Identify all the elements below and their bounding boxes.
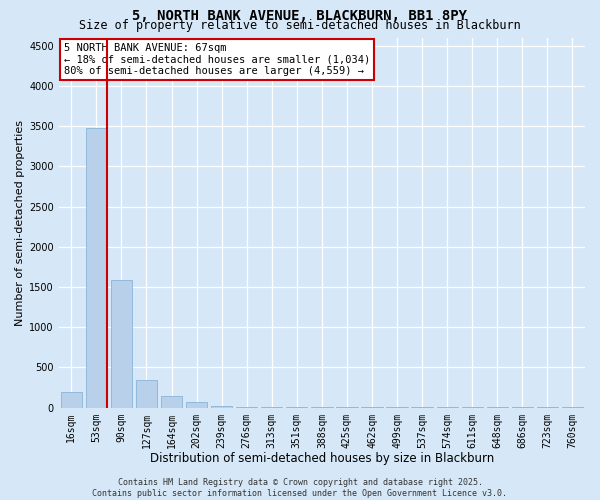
Bar [111, 280, 132, 407]
Bar [236, 407, 257, 408]
Text: 5, NORTH BANK AVENUE, BLACKBURN, BB1 8PY: 5, NORTH BANK AVENUE, BLACKBURN, BB1 8PY [133, 9, 467, 23]
Bar [136, 380, 157, 407]
Y-axis label: Number of semi-detached properties: Number of semi-detached properties [15, 120, 25, 326]
Text: Size of property relative to semi-detached houses in Blackburn: Size of property relative to semi-detach… [79, 19, 521, 32]
Bar [86, 128, 107, 407]
Bar [61, 392, 82, 407]
Bar [161, 396, 182, 407]
Bar [211, 406, 232, 407]
Text: 5 NORTH BANK AVENUE: 67sqm
← 18% of semi-detached houses are smaller (1,034)
80%: 5 NORTH BANK AVENUE: 67sqm ← 18% of semi… [64, 43, 370, 76]
Text: Contains HM Land Registry data © Crown copyright and database right 2025.
Contai: Contains HM Land Registry data © Crown c… [92, 478, 508, 498]
Bar [186, 402, 207, 407]
X-axis label: Distribution of semi-detached houses by size in Blackburn: Distribution of semi-detached houses by … [150, 452, 494, 465]
